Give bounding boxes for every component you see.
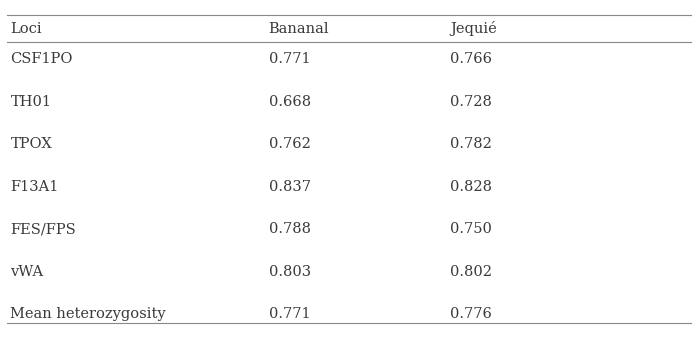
Text: 0.803: 0.803	[269, 265, 311, 279]
Text: TPOX: TPOX	[10, 137, 52, 151]
Text: FES/FPS: FES/FPS	[10, 222, 76, 236]
Text: 0.766: 0.766	[450, 52, 492, 66]
Text: 0.762: 0.762	[269, 137, 311, 151]
Text: 0.802: 0.802	[450, 265, 492, 279]
Text: 0.782: 0.782	[450, 137, 492, 151]
Text: 0.750: 0.750	[450, 222, 492, 236]
Text: 0.728: 0.728	[450, 95, 492, 109]
Text: 0.828: 0.828	[450, 180, 492, 194]
Text: F13A1: F13A1	[10, 180, 59, 194]
Text: 0.771: 0.771	[269, 52, 311, 66]
Text: Bananal: Bananal	[269, 22, 329, 36]
Text: 0.776: 0.776	[450, 307, 492, 321]
Text: Mean heterozygosity: Mean heterozygosity	[10, 307, 166, 321]
Text: Jequié: Jequié	[450, 21, 497, 36]
Text: 0.668: 0.668	[269, 95, 311, 109]
Text: 0.771: 0.771	[269, 307, 311, 321]
Text: CSF1PO: CSF1PO	[10, 52, 73, 66]
Text: vWA: vWA	[10, 265, 43, 279]
Text: 0.788: 0.788	[269, 222, 311, 236]
Text: TH01: TH01	[10, 95, 52, 109]
Text: Loci: Loci	[10, 22, 42, 36]
Text: 0.837: 0.837	[269, 180, 311, 194]
